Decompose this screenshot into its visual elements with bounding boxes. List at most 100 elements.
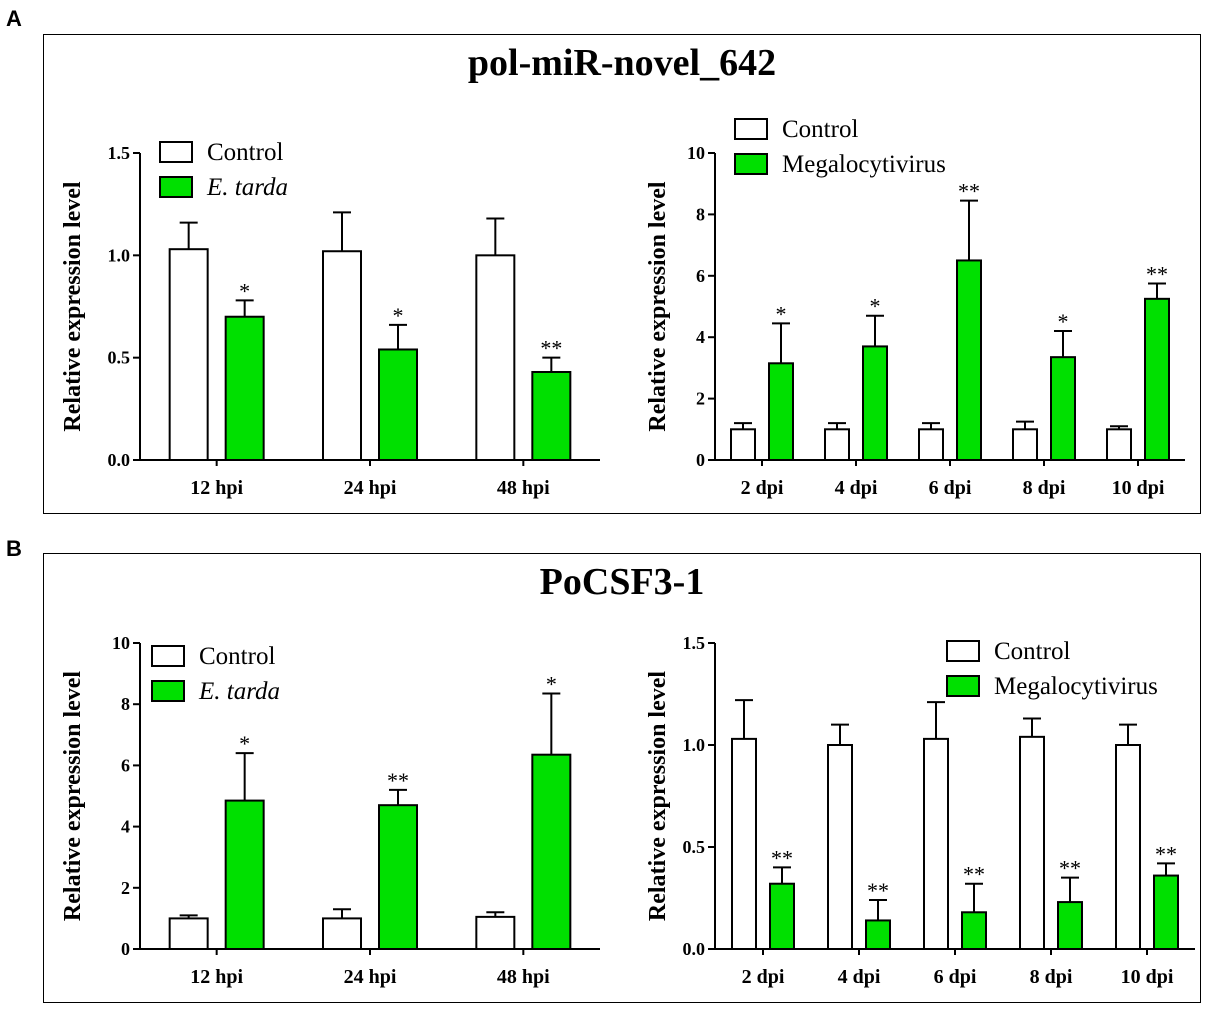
x-tick-label: 24 hpi — [344, 966, 397, 988]
y-tick-label: 10 — [687, 143, 705, 163]
x-tick-label: 2 dpi — [741, 477, 784, 499]
bar-control — [824, 428, 850, 461]
bar-control — [475, 254, 516, 461]
x-tick-label: 24 hpi — [344, 477, 397, 499]
bar-control — [322, 250, 362, 461]
significance-label: ** — [1146, 261, 1168, 286]
legend-label: Control — [199, 643, 275, 670]
bar-treated — [1144, 297, 1170, 462]
bar-control — [827, 744, 853, 950]
legend-swatch — [159, 141, 193, 163]
y-tick-label: 8 — [121, 694, 130, 714]
y-tick-label: 6 — [696, 266, 705, 286]
bar-treated — [1057, 901, 1083, 951]
x-tick-label: 6 dpi — [934, 966, 977, 988]
bar-treated — [961, 911, 987, 951]
bar-control — [322, 917, 362, 951]
y-tick-label: 8 — [696, 204, 705, 224]
y-tick-label: 2 — [121, 878, 130, 898]
y-tick-label: 1.5 — [683, 633, 706, 653]
panel-letter-a: A — [6, 6, 22, 31]
y-tick-label: 2 — [696, 389, 705, 409]
bar-control — [1019, 735, 1045, 951]
legend-label: E. tarda — [198, 678, 280, 705]
x-tick-label: 12 hpi — [190, 477, 243, 499]
x-tick-label: 8 dpi — [1030, 966, 1073, 988]
significance-label: ** — [963, 862, 985, 887]
x-tick-label: 2 dpi — [742, 966, 785, 988]
panel-a-title: pol-miR-novel_642 — [467, 42, 777, 84]
bar-treated — [1153, 874, 1179, 950]
bar-control — [918, 428, 944, 461]
significance-label: * — [239, 731, 250, 756]
bar-control — [730, 428, 756, 461]
x-tick-label: 4 dpi — [835, 477, 878, 499]
x-tick-label: 48 hpi — [497, 477, 550, 499]
panel-a-frame: pol-miR-novel_642 — [43, 34, 1201, 514]
legend-swatch — [946, 675, 980, 697]
x-tick-label: 10 dpi — [1112, 477, 1165, 499]
legend-label: E. tarda — [206, 174, 288, 201]
y-tick-label: 6 — [121, 755, 130, 775]
bar-treated — [531, 753, 572, 950]
significance-label: ** — [867, 878, 889, 903]
legend-label: Megalocytivirus — [782, 151, 946, 178]
bar-treated — [1050, 356, 1076, 461]
bar-control — [168, 917, 209, 951]
x-tick-label: 8 dpi — [1023, 477, 1066, 499]
bar-control — [1106, 428, 1132, 461]
y-tick-label: 4 — [121, 817, 130, 837]
bar-treated — [378, 348, 418, 462]
bar-control — [168, 248, 209, 461]
significance-label: ** — [1155, 841, 1177, 866]
significance-label: ** — [1059, 856, 1081, 881]
legend-label: Control — [994, 638, 1070, 665]
legend-swatch — [151, 645, 185, 667]
legend-label: Control — [782, 116, 858, 143]
significance-label: * — [1058, 309, 1069, 334]
panel-b-title: PoCSF3-1 — [539, 561, 705, 603]
significance-label: * — [776, 301, 787, 326]
bar-control — [731, 737, 757, 950]
bar-treated — [378, 804, 418, 950]
significance-label: ** — [958, 179, 980, 204]
legend-swatch — [734, 153, 768, 175]
x-tick-label: 10 dpi — [1121, 966, 1174, 988]
legend-label: Megalocytivirus — [994, 673, 1158, 700]
bar-treated — [768, 362, 794, 462]
bar-treated — [865, 919, 891, 951]
y-tick-label: 10 — [112, 633, 130, 653]
legend-swatch — [734, 118, 768, 140]
y-tick-label: 0.0 — [108, 450, 131, 470]
y-axis-label: Relative expression level — [60, 181, 86, 432]
bar-control — [923, 737, 949, 950]
bar-control — [1115, 744, 1141, 950]
y-tick-label: 0.5 — [683, 837, 706, 857]
bar-treated — [862, 345, 888, 461]
x-tick-label: 6 dpi — [929, 477, 972, 499]
x-tick-label: 4 dpi — [838, 966, 881, 988]
significance-label: * — [393, 303, 404, 328]
y-tick-label: 1.5 — [108, 143, 131, 163]
y-tick-label: 4 — [696, 327, 705, 347]
y-tick-label: 0.0 — [683, 939, 706, 959]
significance-label: * — [239, 278, 250, 303]
bar-control — [1012, 428, 1038, 461]
legend-swatch — [151, 680, 185, 702]
significance-label: * — [870, 294, 881, 319]
significance-label: ** — [387, 768, 409, 793]
panel-letter-b: B — [6, 536, 22, 561]
legend-label: Control — [207, 139, 283, 166]
significance-label: * — [546, 671, 557, 696]
y-tick-label: 1.0 — [683, 735, 706, 755]
significance-label: ** — [540, 336, 562, 361]
bar-treated — [224, 799, 265, 951]
y-axis-label: Relative expression level — [645, 671, 671, 922]
bar-treated — [531, 370, 572, 462]
y-tick-label: 1.0 — [108, 245, 131, 265]
bar-control — [475, 915, 516, 950]
